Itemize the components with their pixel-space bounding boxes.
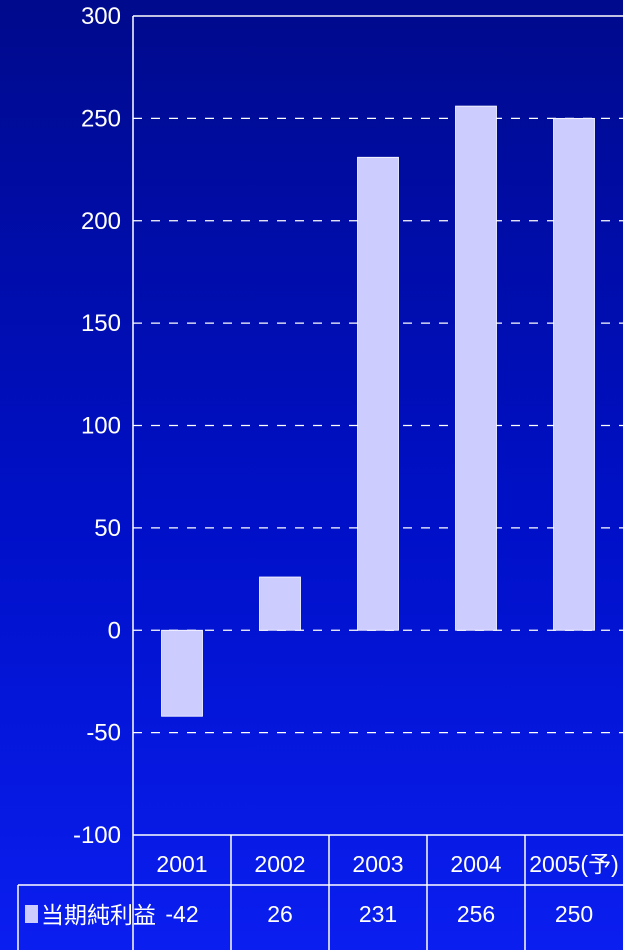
data-table-value: -42	[165, 901, 198, 927]
data-table	[17, 834, 623, 950]
y-axis-ticks: 300 250 200 150 100 50 0 -50 -100	[73, 3, 121, 849]
y-tick-label: -50	[86, 720, 121, 747]
category-labels: 2001 2002 2003 2004 2005(予)	[156, 851, 618, 877]
bar	[357, 156, 399, 631]
data-table-values: -42 26 231 256 250	[165, 901, 593, 927]
data-table-value: 250	[555, 901, 593, 927]
data-table-value: 256	[457, 901, 495, 927]
y-tick-label: 100	[81, 413, 121, 440]
category-label: 2004	[450, 851, 501, 877]
category-label: 2005(予)	[529, 851, 618, 877]
y-tick-label: 150	[81, 310, 121, 337]
bar	[259, 576, 301, 631]
y-tick-label: 300	[81, 3, 121, 30]
category-label: 2001	[156, 851, 207, 877]
bar	[553, 117, 595, 631]
data-table-value: 231	[359, 901, 397, 927]
category-label: 2003	[352, 851, 403, 877]
y-tick-label: 50	[94, 515, 121, 542]
y-tick-label: 250	[81, 105, 121, 132]
bars	[161, 105, 595, 717]
bar	[161, 629, 203, 717]
y-tick-label: 200	[81, 208, 121, 235]
y-tick-label: -100	[73, 822, 121, 849]
axes	[132, 15, 623, 835]
legend: 当期純利益	[25, 902, 156, 928]
category-label: 2002	[254, 851, 305, 877]
data-table-value: 26	[267, 901, 293, 927]
y-tick-label: 0	[108, 617, 121, 644]
legend-swatch	[25, 905, 38, 923]
legend-label: 当期純利益	[41, 902, 156, 928]
bar	[455, 105, 497, 631]
